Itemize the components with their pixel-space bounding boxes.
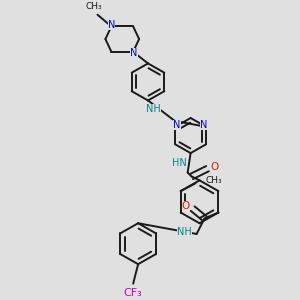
Text: CF₃: CF₃ xyxy=(124,288,142,298)
Text: N: N xyxy=(108,20,115,30)
Text: O: O xyxy=(182,201,190,211)
Text: N: N xyxy=(130,48,138,58)
Text: N: N xyxy=(200,120,208,130)
Text: NH: NH xyxy=(177,227,192,237)
Text: CH₃: CH₃ xyxy=(85,2,102,11)
Text: N: N xyxy=(173,120,181,130)
Text: CH₃: CH₃ xyxy=(206,176,222,185)
Text: HN: HN xyxy=(172,158,187,168)
Text: NH: NH xyxy=(146,104,161,114)
Text: O: O xyxy=(210,162,218,172)
